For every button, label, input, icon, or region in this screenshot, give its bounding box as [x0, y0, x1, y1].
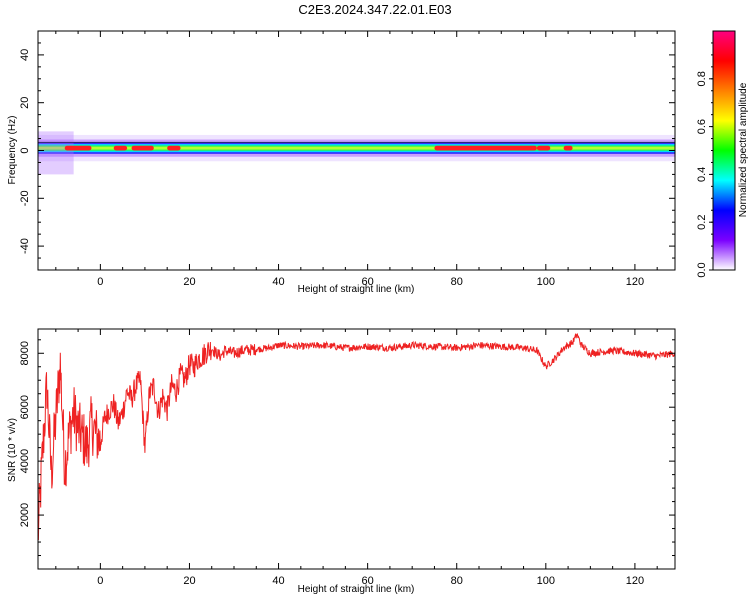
snr-x-ticks: 0 20 40 60 80 100 120	[55, 329, 658, 587]
spectrogram-y-tick-label: 20	[19, 97, 31, 109]
spectrogram-y-tick-label: 0	[19, 147, 31, 153]
snr-x-tick-label: 80	[451, 575, 463, 587]
spectrogram-panel: 0 20 40 60 80 100 120 -40 -20 0 20 40 Height of st…	[7, 30, 676, 295]
spectrogram-x-tick-label: 100	[537, 276, 555, 288]
band-strong-segment	[563, 145, 573, 151]
spectrogram-y-label: Frequency (Hz)	[7, 116, 18, 185]
spectrogram-x-tick-label: 0	[97, 276, 103, 288]
snr-y-tick-label: 4000	[19, 449, 31, 473]
band-strong-segment	[434, 145, 537, 151]
spectrogram-x-tick-label: 40	[272, 276, 284, 288]
colorbar-label: Normalized spectral amplitude	[738, 82, 749, 217]
snr-y-ticks: 2000 4000 6000 8000	[19, 339, 675, 570]
snr-y-label: SNR (10 * v/v)	[7, 418, 18, 482]
snr-y-tick-label: 2000	[19, 503, 31, 527]
band-spread	[38, 131, 74, 175]
spectrogram-y-tick-label: -20	[19, 190, 31, 206]
spectrogram-x-label: Height of straight line (km)	[298, 284, 415, 295]
snr-x-tick-label: 40	[272, 575, 284, 587]
snr-x-tick-label: 60	[362, 575, 374, 587]
spectrogram-x-tick-label: 120	[626, 276, 644, 288]
spectrogram-y-tick-label: -40	[19, 238, 31, 254]
spectrogram-band	[38, 131, 675, 175]
snr-y-tick-label: 6000	[19, 395, 31, 419]
colorbar-tick-label: 0.6	[696, 119, 708, 134]
band-strong-segment	[64, 145, 92, 151]
spectrogram-x-tick-label: 80	[451, 276, 463, 288]
band-strong-segment	[131, 145, 154, 151]
band-layer	[38, 146, 675, 150]
colorbar-tick-label: 0.8	[696, 71, 708, 86]
snr-y-tick-label: 8000	[19, 341, 31, 365]
band-strong-segment	[113, 145, 128, 151]
snr-x-tick-label: 0	[97, 575, 103, 587]
band-strong-segment	[536, 145, 551, 151]
spectrogram-y-tick-label: 40	[19, 49, 31, 61]
snr-frame	[37, 328, 676, 570]
colorbar-gradient	[712, 30, 736, 271]
snr-x-tick-label: 120	[626, 575, 644, 587]
colorbar-tick-label: 0.0	[696, 262, 708, 277]
snr-x-label: Height of straight line (km)	[298, 584, 415, 595]
spectrogram-x-tick-label: 60	[362, 276, 374, 288]
snr-x-tick-label: 100	[537, 575, 555, 587]
colorbar-tick-label: 0.2	[696, 215, 708, 230]
band-strong-segment	[167, 145, 181, 151]
spectrogram-x-ticks: 0 20 40 60 80 100 120	[55, 31, 658, 288]
snr-panel: 0 20 40 60 80 100 120 2000 4000 6000 8000 Height …	[7, 328, 676, 595]
snr-series-line	[38, 333, 675, 541]
colorbar-ticks: 0.0 0.2 0.4 0.6 0.8	[696, 42, 713, 278]
spectrogram-x-tick-label: 20	[183, 276, 195, 288]
figure-title: C2E3.2024.347.22.01.E03	[298, 2, 451, 17]
snr-x-tick-label: 20	[183, 575, 195, 587]
colorbar: 0.0 0.2 0.4 0.6 0.8 Normalized spectral ampl…	[696, 30, 749, 278]
spectrogram-y-ticks: -40 -20 0 20 40	[19, 30, 675, 271]
colorbar-tick-label: 0.4	[696, 167, 708, 182]
